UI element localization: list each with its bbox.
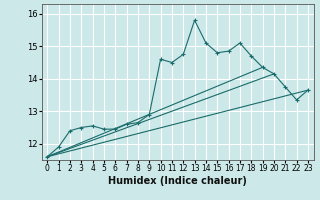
X-axis label: Humidex (Indice chaleur): Humidex (Indice chaleur) [108,176,247,186]
